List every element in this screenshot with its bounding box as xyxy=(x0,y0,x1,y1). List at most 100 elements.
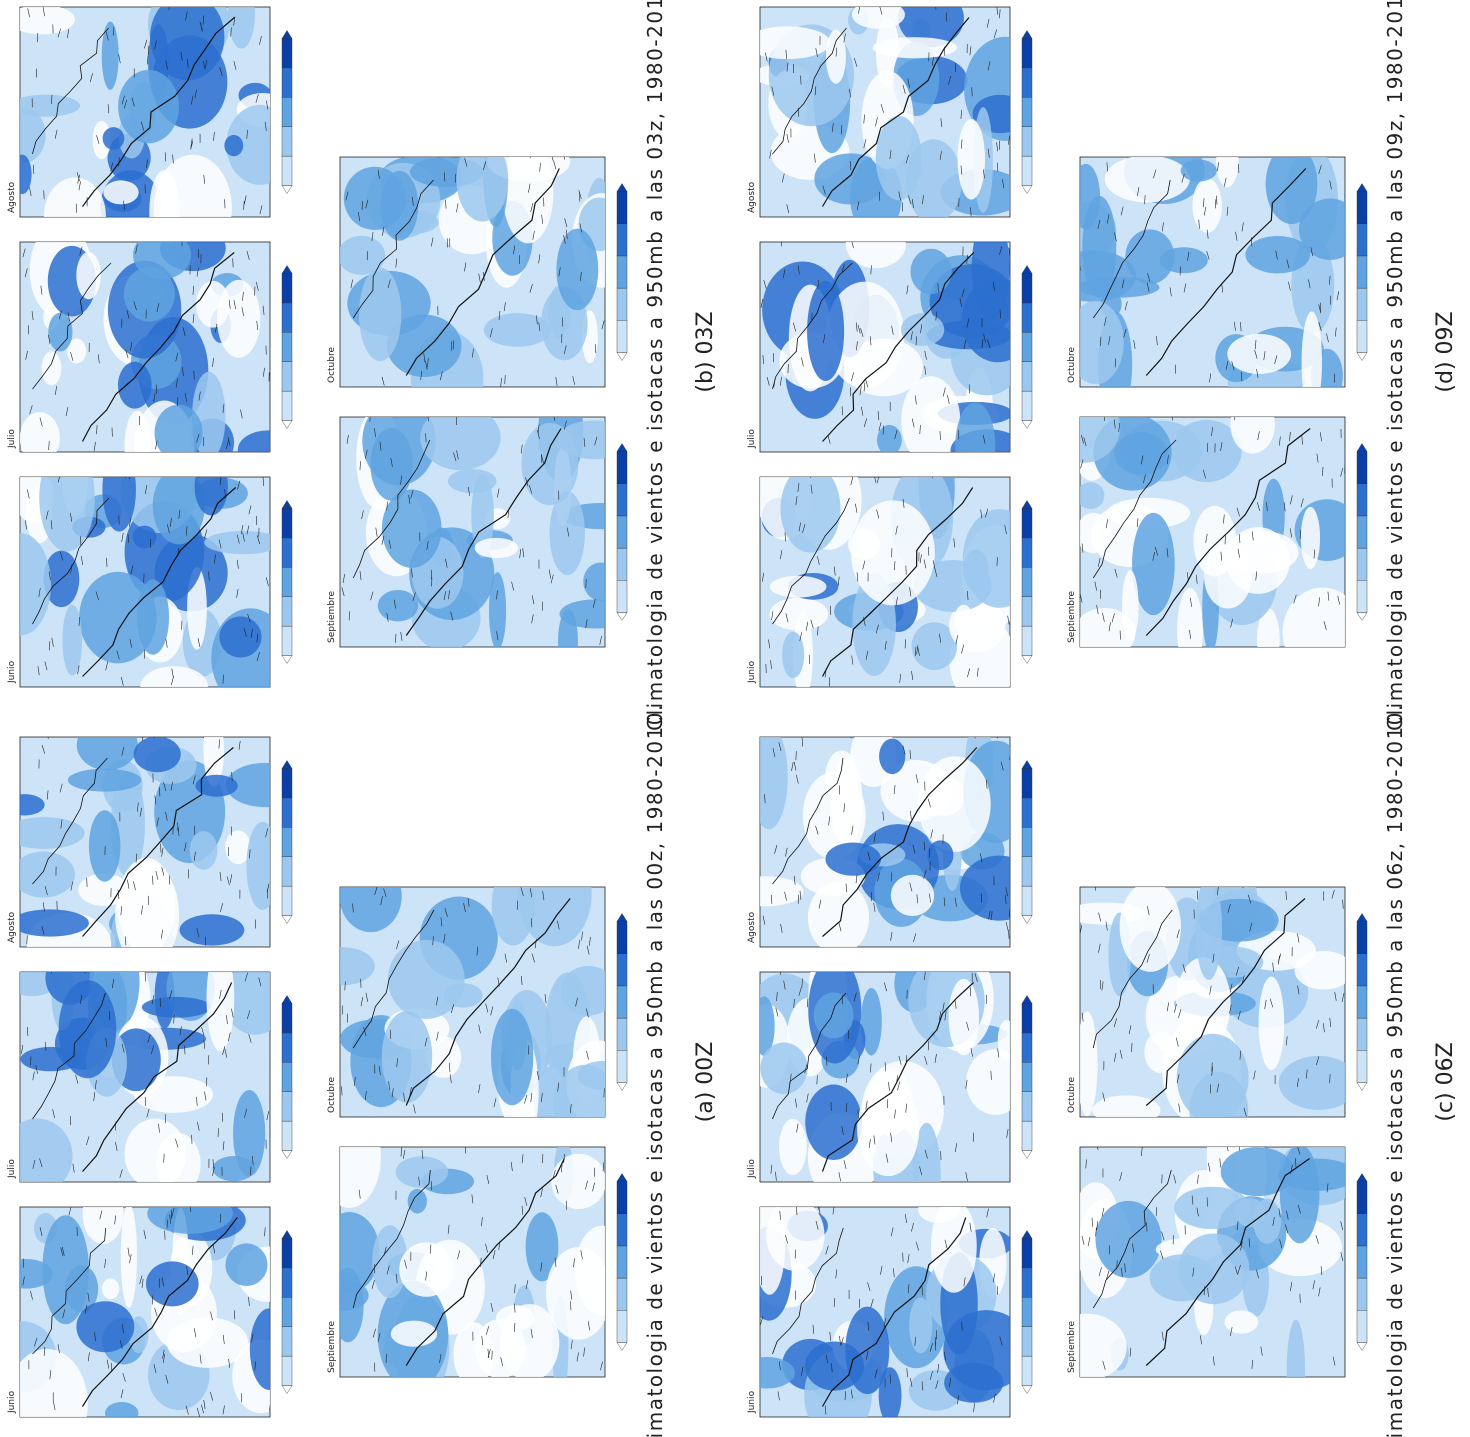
wind-barb xyxy=(894,561,896,571)
wind-barb xyxy=(884,640,887,650)
isotach-area xyxy=(1223,530,1299,574)
colorbar-segment xyxy=(1021,67,1033,98)
wind-barb xyxy=(1183,283,1187,293)
wind-barb xyxy=(400,475,402,485)
wind-barb xyxy=(200,1404,204,1414)
wind-barb xyxy=(50,520,53,530)
colorbar-segment xyxy=(616,1050,628,1083)
wind-barb xyxy=(1206,229,1209,239)
isotach-area xyxy=(517,887,592,947)
wind-barb xyxy=(1318,597,1320,607)
colorbar-segment xyxy=(1021,827,1033,857)
wind-barb xyxy=(1169,287,1172,297)
isotach-area xyxy=(78,873,130,906)
wind-barb xyxy=(542,891,545,901)
wind-barb xyxy=(1335,327,1337,337)
wind-barb xyxy=(450,611,454,621)
wind-barb xyxy=(1260,1346,1263,1356)
wind-barb xyxy=(863,139,867,148)
wind-barb xyxy=(497,977,500,987)
wind-barb xyxy=(490,1006,494,1016)
wind-barb xyxy=(472,348,474,358)
isotach-area xyxy=(194,477,228,516)
wind-barb xyxy=(880,1265,883,1275)
wind-barb xyxy=(851,825,854,835)
map-fill xyxy=(1080,1147,1345,1377)
wind-barb xyxy=(824,1405,827,1415)
wind-barb xyxy=(114,1215,117,1225)
isotach-area xyxy=(955,402,996,452)
isotach-area xyxy=(195,774,238,797)
month-label: Septiembre xyxy=(1067,590,1077,643)
wind-barb xyxy=(51,972,53,974)
wind-barb xyxy=(1238,533,1241,543)
wind-barb xyxy=(262,477,265,487)
wind-barb xyxy=(156,303,160,312)
isotach-area xyxy=(359,267,402,362)
isotach-area xyxy=(483,313,552,347)
wind-barb xyxy=(1196,1207,1199,1217)
wind-barb xyxy=(1249,922,1253,932)
wind-barb xyxy=(27,489,30,499)
colorbar-segment xyxy=(616,921,628,954)
wind-barb xyxy=(833,1297,836,1307)
isotach-area xyxy=(101,1278,120,1300)
isotach-area xyxy=(141,996,212,1018)
wind-barb xyxy=(79,995,83,1005)
wind-barb xyxy=(48,641,51,651)
wind-barb xyxy=(344,981,346,991)
wind-barb xyxy=(375,527,378,537)
wind-barb xyxy=(549,569,551,579)
wind-barb xyxy=(193,1328,197,1338)
wind-barb xyxy=(947,395,950,404)
wind-barb xyxy=(395,258,398,268)
wind-barb xyxy=(165,811,168,821)
wind-barb xyxy=(364,449,368,459)
wind-barb xyxy=(553,160,557,170)
colorbar-segment xyxy=(1356,1277,1368,1311)
isotach-area xyxy=(1080,512,1112,554)
colorbar-segment xyxy=(1021,1003,1033,1034)
wind-barb xyxy=(1102,612,1105,622)
border-line xyxy=(32,27,109,155)
wind-barb xyxy=(42,902,45,912)
wind-barb xyxy=(1326,333,1329,343)
colorbar-arrow xyxy=(1021,1230,1033,1239)
wind-barb xyxy=(478,1083,481,1093)
wind-barb xyxy=(1240,322,1242,332)
map-fill xyxy=(1080,157,1345,387)
isotach-area xyxy=(372,1225,408,1299)
wind-barb xyxy=(57,477,61,483)
wind-barb xyxy=(365,199,369,209)
wind-barb xyxy=(196,267,199,277)
colorbar-segment xyxy=(281,155,293,186)
wind-barb xyxy=(513,245,516,255)
wind-barb xyxy=(496,631,499,641)
wind-barb xyxy=(863,382,866,392)
wind-barb xyxy=(838,922,842,932)
wind-barb xyxy=(573,1258,575,1268)
wind-barb xyxy=(909,587,912,597)
wind-barb xyxy=(993,29,997,39)
colorbar-arrow xyxy=(1356,1173,1368,1182)
isotach-area xyxy=(1216,157,1239,188)
month-label: Septiembre xyxy=(1067,1320,1077,1373)
wind-barb xyxy=(944,1011,947,1021)
isotach-area xyxy=(927,840,954,871)
wind-barb xyxy=(986,1208,989,1218)
wind-barb xyxy=(999,245,1003,255)
wind-barb xyxy=(220,903,223,913)
wind-barb xyxy=(969,1222,972,1232)
wind-barb xyxy=(570,1340,573,1350)
wind-barb xyxy=(841,264,845,274)
wind-barb xyxy=(22,248,26,258)
wind-barb xyxy=(171,668,174,678)
wind-barb xyxy=(973,1403,975,1413)
wind-barb xyxy=(540,1262,543,1272)
wind-barb xyxy=(799,890,802,900)
wind-barb xyxy=(876,509,880,519)
wind-barb xyxy=(45,510,49,520)
coastline xyxy=(821,17,970,207)
wind-barb xyxy=(504,953,507,963)
wind-barb xyxy=(44,661,48,671)
